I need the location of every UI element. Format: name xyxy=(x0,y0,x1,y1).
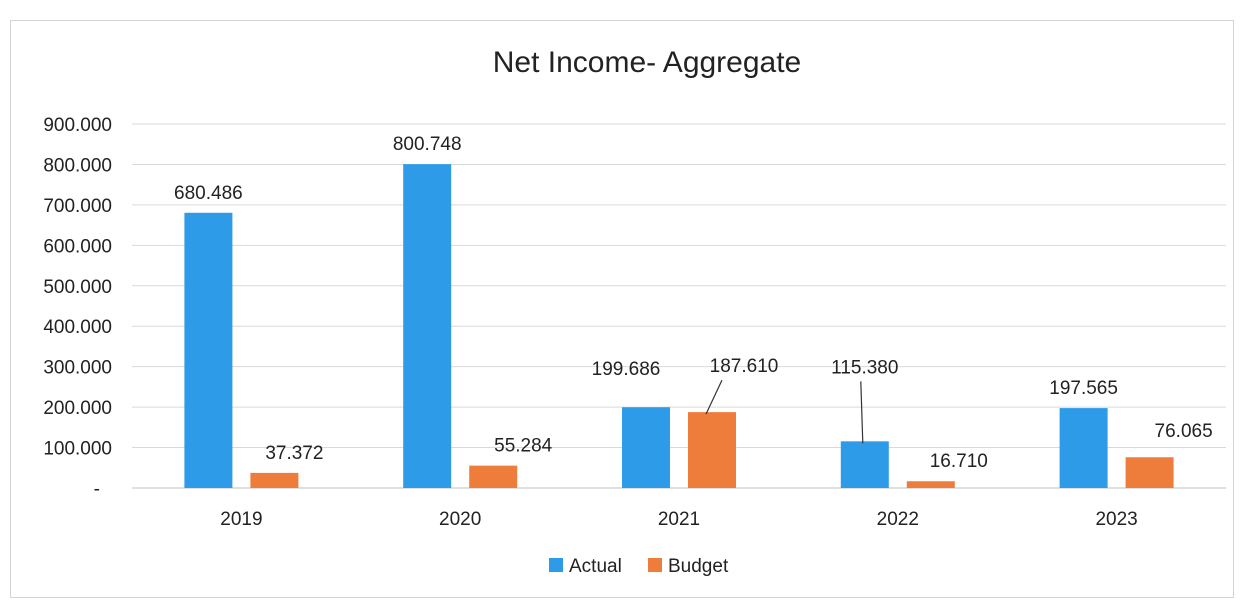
bar-actual-2019 xyxy=(184,212,233,488)
legend-swatch-actual xyxy=(549,558,563,572)
y-tick-label: 100.000 xyxy=(43,439,112,460)
x-category-label: 2022 xyxy=(877,509,919,530)
y-tick-label: 600.000 xyxy=(43,236,112,257)
bar-actual-2022 xyxy=(840,441,889,488)
y-tick-label: 800.000 xyxy=(43,155,112,176)
x-category-label: 2021 xyxy=(658,509,700,530)
bars xyxy=(184,164,1174,489)
bar-budget-2021 xyxy=(688,412,736,488)
legend-swatch-budget xyxy=(648,558,662,572)
bar-budget-2020 xyxy=(469,465,518,488)
x-category-label: 2019 xyxy=(220,509,262,530)
chart-title: Net Income- Aggregate xyxy=(493,46,802,79)
data-label-budget-2020: 55.284 xyxy=(494,436,553,457)
leader-line xyxy=(860,381,864,444)
data-label-budget-2019: 37.372 xyxy=(265,443,323,464)
data-label-actual-2022: 115.380 xyxy=(831,357,898,378)
legend: Actual Budget xyxy=(549,556,729,577)
y-tick-label: 400.000 xyxy=(43,317,112,338)
bar-actual-2020 xyxy=(403,164,452,489)
gridlines xyxy=(132,123,1226,489)
data-labels: 680.486 37.372 800.748 55.284 199.686 187.610… xyxy=(174,134,1213,472)
data-label-actual-2019: 680.486 xyxy=(174,183,243,204)
bar-budget-2019 xyxy=(250,472,299,488)
y-tick-label: 200.000 xyxy=(43,398,112,419)
data-label-budget-2023: 76.065 xyxy=(1155,421,1213,442)
bar-actual-2021 xyxy=(622,407,670,488)
y-tick-label: - xyxy=(94,479,100,500)
bar-budget-2022 xyxy=(906,481,955,488)
legend-label-actual: Actual xyxy=(569,556,622,577)
y-tick-label: 500.000 xyxy=(43,277,112,298)
y-tick-label: 900.000 xyxy=(43,115,112,136)
data-label-budget-2021: 187.610 xyxy=(710,356,779,377)
x-category-label: 2020 xyxy=(439,509,481,530)
y-tick-label: 700.000 xyxy=(43,196,112,217)
data-label-actual-2020: 800.748 xyxy=(393,134,462,155)
data-label-budget-2022: 16.710 xyxy=(930,451,988,472)
legend-label-budget: Budget xyxy=(668,556,729,577)
data-label-actual-2023: 197.565 xyxy=(1049,378,1118,399)
x-axis-categories: 2019 2020 2021 2022 2023 xyxy=(220,509,1137,530)
bar-actual-2023 xyxy=(1059,408,1108,488)
y-axis-ticks: - 100.000 200.000 300.000 400.000 500.000 600.… xyxy=(43,115,112,500)
x-category-label: 2023 xyxy=(1095,509,1137,530)
leader-line xyxy=(705,379,723,415)
y-tick-label: 300.000 xyxy=(43,358,112,379)
bar-budget-2023 xyxy=(1125,457,1174,488)
data-label-actual-2021: 199.686 xyxy=(592,359,661,380)
